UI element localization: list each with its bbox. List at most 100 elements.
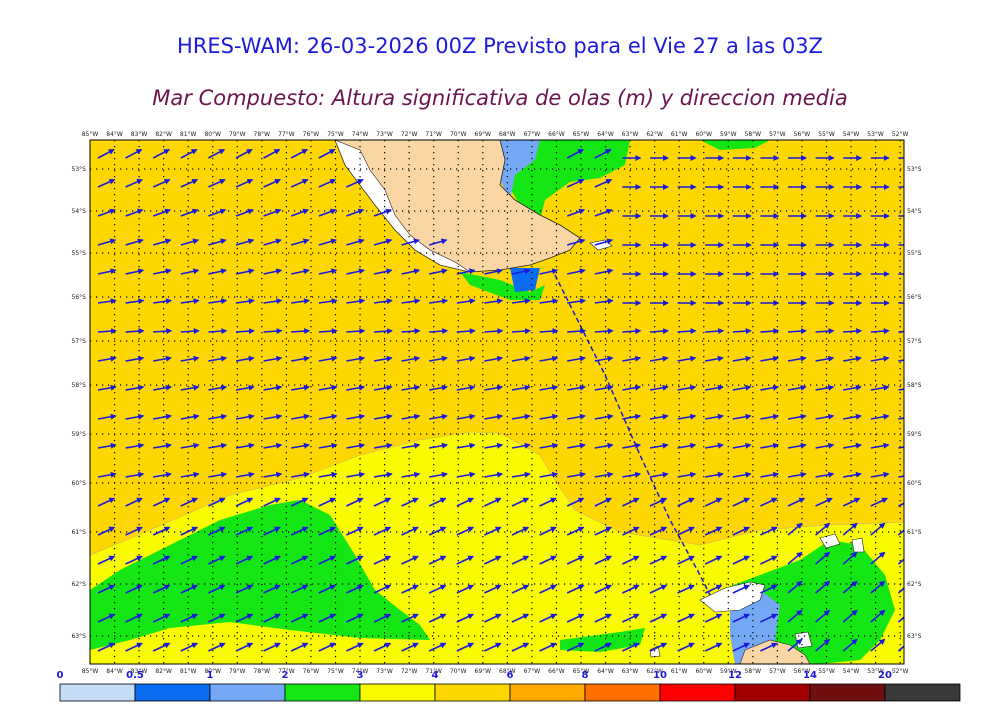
legend-swatch	[434, 683, 511, 702]
longitude-label: 57°W	[769, 131, 786, 138]
direction-arrow	[97, 413, 117, 420]
forecast-track-line	[554, 274, 711, 596]
legend-swatch	[284, 683, 361, 702]
direction-arrow	[318, 584, 337, 594]
direction-arrow	[235, 238, 255, 246]
direction-arrow	[622, 471, 642, 478]
direction-arrow	[898, 502, 904, 507]
direction-arrow	[843, 355, 862, 362]
direction-arrow	[318, 613, 337, 623]
direction-arrow	[456, 384, 476, 391]
direction-arrow	[594, 238, 614, 246]
direction-arrow	[346, 298, 366, 305]
direction-arrow	[208, 413, 228, 420]
direction-arrow	[649, 442, 669, 449]
legend-tick-label: 12	[728, 670, 742, 681]
direction-arrow	[677, 613, 695, 623]
direction-arrow	[898, 475, 904, 478]
direction-arrow	[815, 471, 835, 478]
direction-arrow	[318, 471, 338, 478]
direction-arrow	[484, 355, 504, 362]
legend-swatch	[884, 683, 961, 702]
direction-arrow	[842, 497, 861, 507]
direction-arrow	[566, 208, 586, 217]
direction-arrow	[428, 584, 447, 594]
direction-arrow	[705, 328, 725, 335]
longitude-label: 59°W	[720, 668, 737, 675]
direction-arrow	[787, 384, 807, 391]
direction-arrow	[235, 355, 255, 362]
longitude-label: 52°W	[892, 131, 909, 138]
direction-arrow	[704, 555, 723, 565]
direction-arrow	[677, 584, 695, 594]
direction-arrow	[346, 642, 364, 652]
longitude-label: 79°W	[229, 131, 246, 138]
direction-arrow	[815, 355, 835, 362]
direction-arrow	[208, 471, 228, 478]
direction-arrow	[373, 384, 393, 391]
direction-arrow	[539, 384, 559, 391]
legend-tick-label: 10	[653, 670, 667, 681]
direction-arrow	[401, 613, 419, 623]
direction-arrow	[594, 584, 613, 594]
direction-arrow	[290, 497, 309, 507]
direction-arrow	[787, 471, 807, 478]
sea-green-southwest	[90, 500, 430, 650]
direction-arrow	[787, 609, 803, 623]
land-antarctic-peninsula	[739, 639, 811, 664]
direction-arrow	[594, 613, 613, 623]
direction-arrow	[815, 413, 835, 420]
longitude-label: 66°W	[548, 668, 565, 675]
longitude-label: 67°W	[524, 668, 541, 675]
longitude-label: 69°W	[475, 131, 492, 138]
direction-arrow	[567, 442, 586, 449]
direction-arrow	[97, 238, 117, 246]
direction-arrow	[429, 328, 449, 335]
direction-arrow	[594, 384, 614, 391]
direction-arrow	[125, 328, 145, 335]
direction-arrow	[97, 328, 117, 335]
direction-arrow	[539, 355, 559, 362]
longitude-label: 81°W	[180, 131, 197, 138]
direction-arrow	[346, 526, 364, 536]
direction-arrow	[842, 551, 858, 565]
direction-arrow	[346, 208, 365, 217]
direction-arrow	[401, 497, 419, 507]
direction-arrow	[153, 328, 173, 335]
direction-arrow	[125, 355, 145, 362]
direction-arrow	[125, 238, 144, 246]
direction-arrow	[153, 268, 172, 275]
direction-arrow	[152, 178, 171, 188]
longitude-label: 74°W	[352, 131, 369, 138]
longitude-label: 56°W	[794, 668, 811, 675]
longitude-label: 80°W	[204, 668, 221, 675]
direction-arrow	[263, 526, 281, 536]
direction-arrow	[511, 268, 531, 275]
direction-arrow	[539, 526, 557, 536]
direction-arrow	[456, 584, 475, 594]
direction-arrow	[539, 471, 559, 478]
direction-arrow	[677, 384, 697, 391]
direction-arrow	[180, 238, 200, 246]
direction-arrow	[622, 413, 642, 420]
longitude-label: 64°W	[597, 668, 614, 675]
direction-arrow	[787, 413, 807, 420]
latitude-label: 56°S	[907, 294, 922, 301]
direction-arrow	[511, 584, 530, 594]
latitude-label: 58°S	[907, 382, 922, 389]
direction-arrow	[401, 442, 421, 449]
legend-swatch	[134, 683, 211, 702]
direction-arrow	[456, 355, 476, 362]
direction-arrow	[180, 613, 199, 623]
longitude-label: 83°W	[131, 668, 148, 675]
direction-arrow	[290, 584, 309, 594]
direction-arrow	[428, 497, 447, 507]
direction-arrow	[484, 613, 502, 623]
direction-arrow	[152, 238, 172, 246]
direction-arrow	[208, 526, 226, 536]
direction-arrow	[373, 298, 393, 305]
direction-arrow	[484, 442, 504, 449]
direction-arrow	[373, 526, 392, 536]
direction-arrow	[97, 208, 116, 217]
longitude-label: 61°W	[671, 131, 688, 138]
